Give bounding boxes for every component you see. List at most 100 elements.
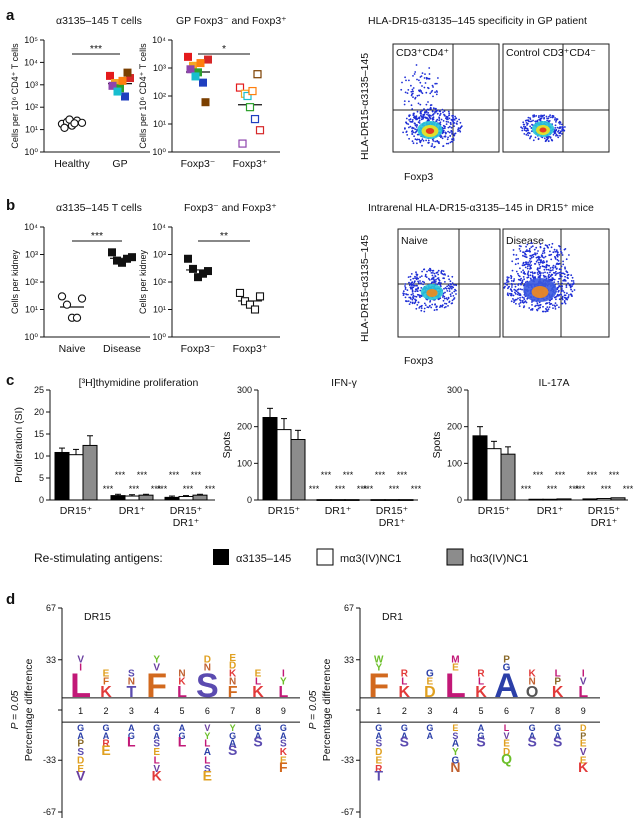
flow-event [537,250,539,252]
c2-title: IFN-γ [331,377,357,389]
flow-event [550,138,553,141]
flow-event [418,79,420,82]
flow-event [422,116,425,119]
flow-event [554,127,557,129]
flow-event [436,140,439,142]
d2-ytick-label: -33 [341,755,354,765]
flow-event [511,260,514,263]
flow-event [458,118,460,121]
d2-pvalue: P = 0.05 [307,690,319,729]
flow-event [567,277,569,280]
c1-sig-label: *** [183,484,194,494]
flow-event [411,140,414,143]
flow-event [550,258,553,261]
b1-ytick-label: 10³ [25,250,38,260]
flow-event [427,108,429,111]
charts: 10⁰ 10¹ 10² 10³ 10⁴ 10⁵ Cells per 10⁶ CD4⁺ T c… [9,35,634,818]
d2-logo-letter: D [424,684,436,701]
flow-event [564,302,567,305]
flow-event [449,135,452,137]
flow-event [448,114,451,116]
b2-xtick-label: Foxp3⁻ [181,343,216,355]
flow-event [427,277,430,280]
flow-event [416,304,419,306]
flow-event [435,306,438,308]
flow-event [559,134,561,137]
flow-event [414,138,417,141]
d1-logo-letter: A [280,731,287,741]
flow-event [436,283,439,286]
flow-a-events [400,64,566,149]
flow-event [537,256,540,259]
flow-event [561,272,563,275]
d2-xtick-label: 7 [530,706,535,716]
flow-event [531,245,534,248]
flow-event [561,128,564,131]
c2-sig-label: *** [389,484,400,494]
flow-event [547,117,550,120]
flow-event [432,269,435,272]
flow-event [554,274,557,276]
legend-label-1: α3135–145 [236,553,291,565]
flow-event [549,299,552,302]
flow-b-xlabel: Foxp3 [404,355,433,367]
flow-event [431,274,434,277]
flow-event [422,280,424,283]
flow-event [409,120,412,123]
flow-event [525,301,528,304]
c1-sig-label: *** [103,484,114,494]
d1-logo-letter: A [229,738,236,749]
flow-event [571,285,573,287]
flow-event [400,88,403,91]
a1-point [60,123,69,132]
flow-event [414,290,417,293]
d1-logo-letter: D [204,655,211,666]
flow-event [448,290,451,292]
a2-ytick-label: 10⁰ [152,147,166,157]
flow-event [557,280,560,283]
flow-event [421,144,423,147]
flow-event [539,117,542,120]
panel-label-d: d [6,591,15,608]
flow-event [417,121,420,124]
flow-event [452,119,454,122]
d1-logo-letter: K [100,684,112,701]
flow-event [549,114,551,117]
flow-event [516,288,519,291]
flow-event [431,278,433,281]
d2-logo-letter: G [529,723,536,733]
flow-event [560,252,563,254]
d2-logo-letter: G [503,662,511,673]
flow-event [409,286,412,289]
flow-event [436,118,439,121]
flow-event [439,284,442,286]
d2-xtick-label: 3 [427,706,432,716]
a1-point [118,76,127,85]
d2-logo-letter: G [477,731,484,741]
flow-b-left-box [397,228,501,338]
d2-logo-letter: L [555,669,561,680]
b2-ylabel: Cells per kidney [138,249,148,314]
flow-event [432,272,434,274]
flow-event [411,119,414,121]
flow-event [432,113,435,116]
d1-logo-letter: A [204,747,211,758]
flow-event [431,84,434,87]
flow-event [564,126,566,128]
flow-event [549,271,551,274]
flow-event [410,90,413,93]
d2-logo-letter: F [368,667,389,705]
c1-ytick-label: 0 [39,495,44,505]
flow-event [455,117,458,120]
flow-event [444,302,446,305]
flow-event [414,298,416,301]
flow-event [530,242,533,244]
flow-event [459,127,461,130]
flow-event [513,301,515,304]
flow-event [538,263,541,266]
flow-event [452,295,455,297]
flow-event [437,77,439,79]
flow-event [435,82,438,85]
flow-event [453,297,456,299]
